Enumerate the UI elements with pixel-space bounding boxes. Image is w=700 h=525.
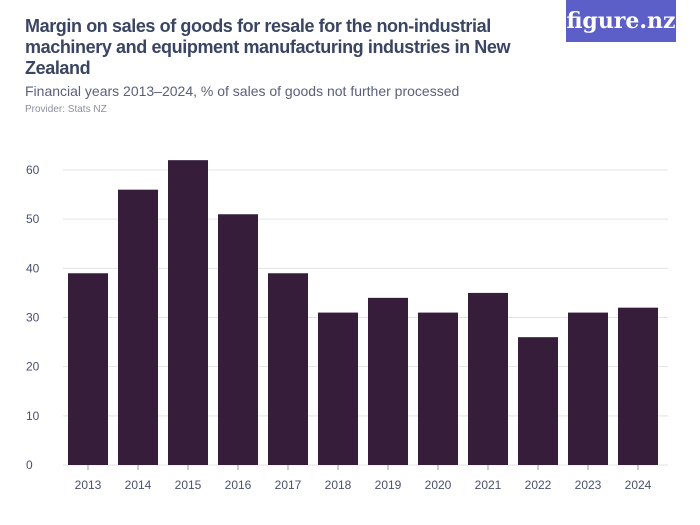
x-tick-label: 2022 bbox=[525, 478, 552, 492]
chart-header: Margin on sales of goods for resale for … bbox=[25, 16, 560, 116]
chart-title: Margin on sales of goods for resale for … bbox=[25, 16, 511, 78]
bar-2022 bbox=[518, 337, 558, 465]
provider-label: Provider: Stats NZ bbox=[25, 104, 107, 115]
bar-2018 bbox=[318, 312, 358, 465]
bar-2016 bbox=[218, 214, 258, 465]
chart-subtitle: Financial years 2013–2024, % of sales of… bbox=[25, 83, 460, 99]
x-tick-label: 2018 bbox=[325, 478, 352, 492]
bar-2017 bbox=[268, 273, 308, 465]
y-tick-label: 0 bbox=[26, 458, 33, 472]
x-tick-label: 2024 bbox=[625, 478, 652, 492]
y-tick-label: 60 bbox=[26, 163, 40, 177]
x-tick-label: 2023 bbox=[575, 478, 602, 492]
x-tick-label: 2016 bbox=[225, 478, 252, 492]
x-tick-label: 2019 bbox=[375, 478, 402, 492]
x-tick-label: 2017 bbox=[275, 478, 302, 492]
y-tick-label: 50 bbox=[26, 212, 40, 226]
x-tick-label: 2013 bbox=[75, 478, 102, 492]
y-tick-label: 20 bbox=[26, 360, 40, 374]
y-tick-label: 40 bbox=[26, 261, 40, 275]
bar-2020 bbox=[418, 312, 458, 465]
x-tick-label: 2015 bbox=[175, 478, 202, 492]
bar-2015 bbox=[168, 160, 208, 465]
bar-2014 bbox=[118, 189, 158, 465]
bar-2013 bbox=[68, 273, 108, 465]
bar-2023 bbox=[568, 312, 608, 465]
x-tick-label: 2021 bbox=[475, 478, 502, 492]
y-tick-label: 30 bbox=[26, 311, 40, 325]
y-tick-label: 10 bbox=[26, 409, 40, 423]
bar-2019 bbox=[368, 297, 408, 465]
x-tick-label: 2020 bbox=[425, 478, 452, 492]
x-tick-label: 2014 bbox=[125, 478, 152, 492]
bar-2024 bbox=[618, 307, 658, 465]
figure-nz-logo[interactable]: figure.nz bbox=[566, 0, 676, 42]
bar-2021 bbox=[468, 292, 508, 465]
